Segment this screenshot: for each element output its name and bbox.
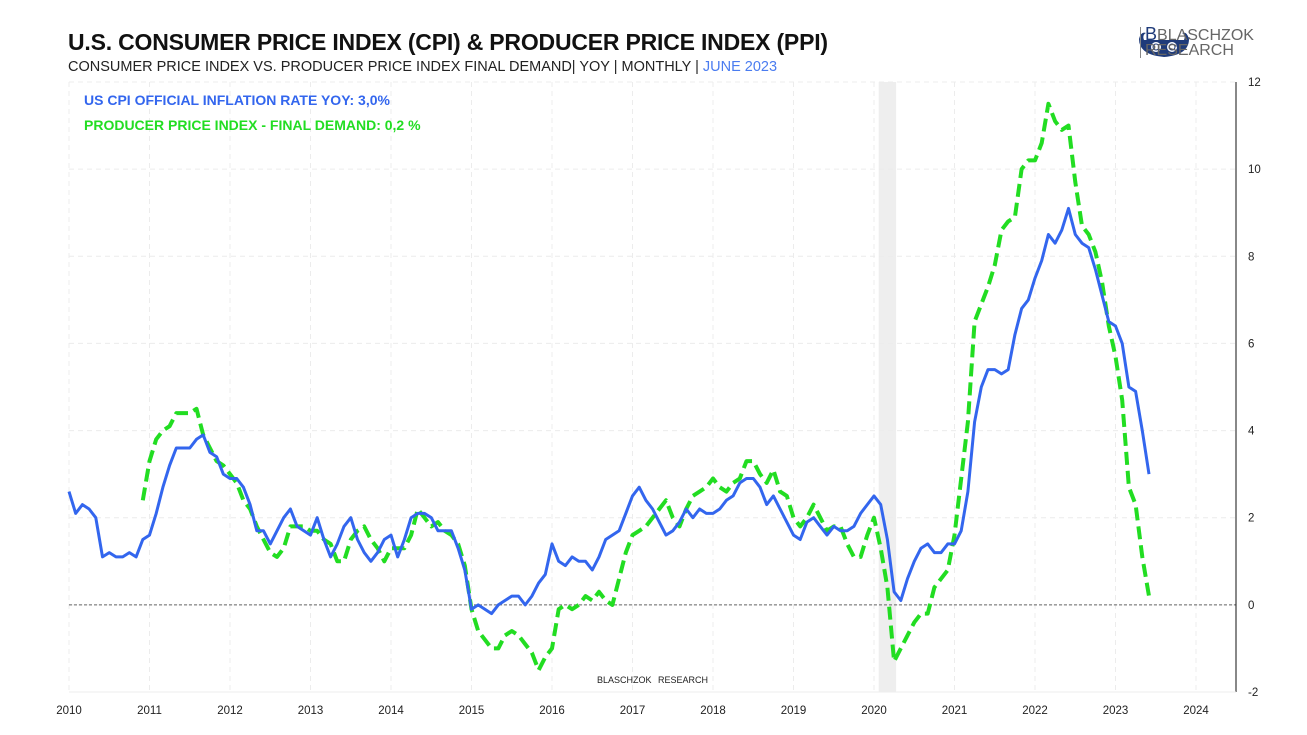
y-tick-label: 4 [1248,426,1255,438]
x-tick-label: 2023 [1103,705,1129,717]
watermark: BLASCHZOK RESEARCH [597,675,709,685]
x-tick-label: 2016 [539,705,565,717]
series-line-cpi [67,206,1151,616]
subtitle-text: CONSUMER PRICE INDEX VS. PRODUCER PRICE … [68,59,703,75]
y-tick-label: 10 [1248,164,1261,176]
x-tick-label: 2012 [217,705,243,717]
legend-ppi: PRODUCER PRICE INDEX - FINAL DEMAND: 0,2… [84,117,421,133]
x-tick-label: 2022 [1022,705,1048,717]
y-tick-label: 2 [1248,513,1254,525]
y-tick-label: 12 [1248,77,1261,89]
legend-cpi: US CPI OFFICIAL INFLATION RATE YOY: 3,0% [84,92,390,108]
y-tick-label: -2 [1248,687,1258,699]
x-tick-label: 2011 [137,705,162,717]
x-tick-label: 2015 [459,705,485,717]
logo-ship-icon [1139,32,1189,57]
subtitle-date: JUNE 2023 [702,59,778,75]
x-tick-label: 2018 [700,705,726,717]
y-tick-label: 6 [1248,338,1254,350]
x-tick-label: 2020 [861,705,887,717]
chart-subtitle: CONSUMER PRICE INDEX VS. PRODUCER PRICE … [68,59,777,75]
series-line-ppi [140,101,1151,673]
logo-line2: RESEARCH [1145,42,1234,59]
x-tick-label: 2010 [56,705,82,717]
logo-text: BBLASCHZOK RESEARCH [1140,25,1254,59]
x-tick-label: 2013 [298,705,324,717]
logo-line1: BLASCHZOK [1157,27,1254,44]
chart-title: U.S. CONSUMER PRICE INDEX (CPI) & PRODUC… [68,29,828,55]
x-tick-label: 2014 [378,705,404,717]
x-tick-label: 2019 [781,705,807,717]
shaded-period [878,82,897,692]
x-tick-label: 2017 [620,705,646,717]
x-tick-label: 2021 [942,705,968,717]
y-tick-label: 0 [1248,600,1254,612]
x-tick-label: 2024 [1183,705,1209,717]
y-tick-label: 8 [1248,251,1254,263]
